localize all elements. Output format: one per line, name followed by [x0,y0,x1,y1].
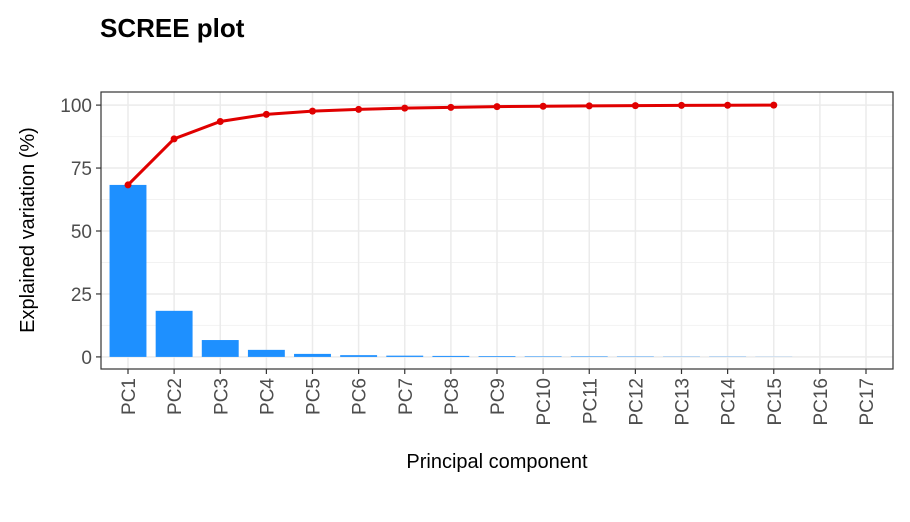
point [770,101,778,109]
point [631,102,639,110]
x-tick-label: PC7 [396,378,417,415]
x-tick-label: PC8 [442,378,463,415]
point [262,110,270,118]
bar [570,356,608,357]
bar [432,355,470,357]
bar [201,340,239,357]
point [309,107,316,115]
point [216,117,224,125]
point [678,101,685,109]
point [724,101,732,109]
point [401,104,409,112]
x-tick-label: PC15 [765,378,786,426]
x-tick-label: PC11 [580,378,601,424]
bar [294,353,331,357]
y-axis-title: Explained variation (%) [17,127,39,333]
bar [155,310,193,357]
x-tick-label: PC3 [211,378,232,415]
x-tick-label: PC17 [857,378,878,426]
bar [386,355,424,357]
y-tick-label: 50 [71,222,92,243]
x-tick-label: PC5 [304,378,325,415]
x-tick-label: PC10 [534,378,555,426]
point [493,103,501,111]
x-tick-label: PC13 [673,378,694,426]
x-tick-label: PC6 [350,378,371,415]
bar [524,356,562,357]
panel-border [100,91,894,370]
bar [340,355,378,357]
x-tick-label: PC4 [257,378,278,415]
x-tick-label: PC16 [811,378,832,426]
point [355,105,363,113]
point [447,103,455,111]
point [170,135,178,143]
bar [109,184,147,357]
y-tick-label: 0 [81,348,92,369]
x-axis-title: Principal component [406,451,588,473]
bar [247,349,285,357]
bar [478,356,516,357]
chart-title: SCREE plot [100,13,245,43]
y-tick-label: 75 [71,159,92,180]
x-tick-label: PC14 [719,378,740,426]
point [124,181,132,189]
y-tick-label: 100 [60,96,92,117]
point [539,102,547,110]
x-tick-label: PC12 [626,378,647,426]
y-tick-label: 25 [71,285,92,306]
x-tick-label: PC1 [119,378,140,415]
x-tick-label: PC2 [165,378,186,415]
x-tick-label: PC9 [488,378,509,415]
point [585,102,593,110]
